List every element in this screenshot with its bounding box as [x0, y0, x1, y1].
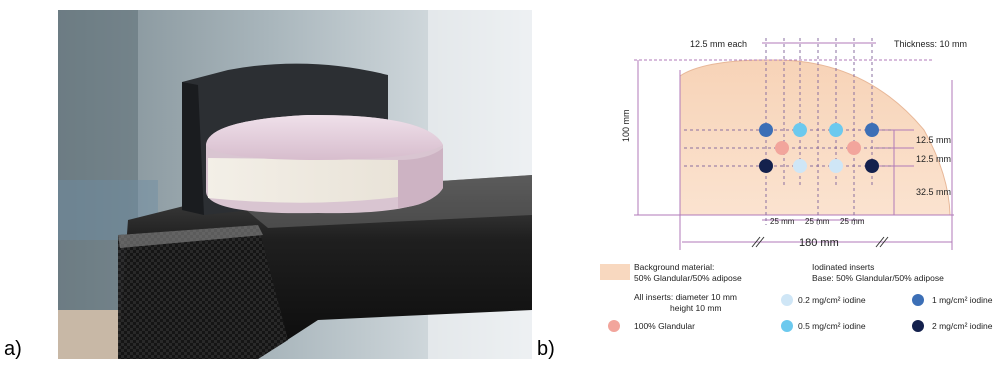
- legend-inserts-note-line2: height 10 mm: [670, 303, 722, 313]
- phantom-photograph: [58, 10, 532, 359]
- phantom-schematic: 12.5 mm each Thickness: 10 mm 100 mm 12.…: [600, 38, 993, 332]
- right-dim-bottom: 32.5 mm: [916, 187, 951, 197]
- legend-iodine-05: 0.5 mg/cm² iodine: [798, 321, 866, 331]
- legend-iodine-02: 0.2 mg/cm² iodine: [798, 295, 866, 305]
- bottom-dim-3: 25 mm: [840, 217, 865, 226]
- panel-label-b: b): [537, 338, 555, 360]
- height-label: 100 mm: [621, 109, 631, 142]
- right-dim-top: 12.5 mm: [916, 135, 951, 145]
- legend-iodine-1: 1 mg/cm² iodine: [932, 295, 993, 305]
- glandular-legend-dot: [608, 320, 620, 332]
- bottom-dim-1: 25 mm: [770, 217, 795, 226]
- insert-0-5mg: [829, 123, 843, 137]
- legend-glandular: 100% Glandular: [634, 321, 695, 331]
- insert-2mg: [759, 159, 773, 173]
- insert-2mg: [865, 159, 879, 173]
- legend-iodinated-title: Iodinated inserts: [812, 262, 874, 272]
- thickness-label: Thickness: 10 mm: [894, 39, 967, 49]
- iodine-1-legend-dot: [912, 294, 924, 306]
- phantom-outline: [679, 59, 951, 216]
- insert-1mg: [759, 123, 773, 137]
- insert-glandular: [775, 141, 789, 155]
- legend-inserts-note-line1: All inserts: diameter 10 mm: [634, 292, 737, 302]
- insert-0-2mg: [793, 159, 807, 173]
- bottom-dim-2: 25 mm: [805, 217, 830, 226]
- iodine-02-legend-dot: [781, 294, 793, 306]
- insert-0-5mg: [793, 123, 807, 137]
- legend-iodine-2: 2 mg/cm² iodine: [932, 321, 993, 331]
- legend-iodinated-base: Base: 50% Glandular/50% adipose: [812, 273, 944, 283]
- legend-background-line1: Background material:: [634, 262, 714, 272]
- width-label: 180 mm: [799, 237, 839, 249]
- legend-background-line2: 50% Glandular/50% adipose: [634, 273, 742, 283]
- background-swatch: [600, 264, 630, 280]
- iodine-05-legend-dot: [781, 320, 793, 332]
- insert-1mg: [865, 123, 879, 137]
- insert-0-2mg: [829, 159, 843, 173]
- iodine-2-legend-dot: [912, 320, 924, 332]
- panel-label-a: a): [4, 338, 22, 360]
- insert-glandular: [847, 141, 861, 155]
- right-dim-mid: 12.5 mm: [916, 154, 951, 164]
- spacing-each-label: 12.5 mm each: [690, 39, 747, 49]
